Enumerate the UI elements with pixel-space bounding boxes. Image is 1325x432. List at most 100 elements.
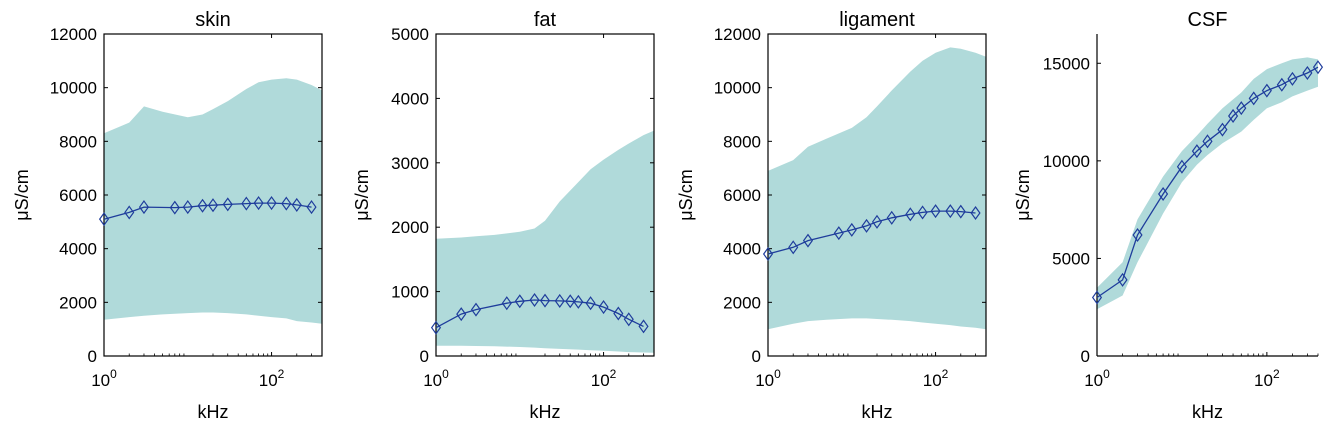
data-point — [253, 196, 264, 211]
data-point — [1236, 101, 1247, 116]
x-tick-base: 10 — [91, 371, 110, 390]
y-tick-label: 0 — [420, 347, 429, 366]
x-tick-exponent: 2 — [942, 367, 949, 381]
x-tick-base: 10 — [755, 371, 774, 390]
data-point — [98, 212, 110, 227]
y-tick-label: 2000 — [723, 293, 761, 312]
data-point — [1158, 186, 1169, 202]
data-point — [138, 200, 150, 215]
x-tick-label: 102 — [923, 367, 949, 390]
y-tick-label: 4000 — [391, 89, 429, 108]
x-tick-label: 102 — [591, 367, 617, 390]
data-point — [241, 196, 252, 211]
data-point — [1191, 144, 1202, 159]
x-tick-base: 10 — [1254, 371, 1273, 390]
y-tick-label: 10000 — [714, 79, 761, 98]
x-tick-exponent: 2 — [1273, 367, 1280, 381]
y-tick-label: 3000 — [391, 154, 429, 173]
data-point — [598, 300, 609, 315]
y-tick-label: 10000 — [50, 79, 97, 98]
x-tick-base: 10 — [259, 371, 278, 390]
data-point — [573, 294, 584, 309]
data-point — [1202, 134, 1213, 149]
data-point — [1312, 60, 1324, 75]
x-axis-label: kHz — [198, 402, 229, 422]
data-point — [1228, 108, 1239, 123]
data-point — [613, 306, 624, 321]
y-tick-label: 8000 — [723, 132, 761, 151]
data-point — [945, 204, 956, 219]
mean-line — [103, 202, 312, 220]
data-point — [169, 200, 180, 215]
data-point — [1217, 122, 1228, 137]
mean-line — [767, 210, 976, 255]
mean-line — [435, 299, 644, 329]
data-point — [970, 205, 981, 221]
data-point — [1132, 227, 1143, 243]
data-point — [1261, 83, 1272, 98]
x-tick-exponent: 0 — [774, 367, 781, 381]
data-point — [222, 197, 233, 212]
y-tick-label: 0 — [752, 347, 761, 366]
x-tick-exponent: 0 — [110, 367, 117, 381]
range-band — [436, 130, 654, 353]
y-tick-label: 0 — [88, 347, 97, 366]
x-tick-label: 102 — [259, 367, 285, 390]
data-point — [1117, 272, 1128, 287]
y-tick-label: 6000 — [723, 186, 761, 205]
data-point — [846, 222, 857, 237]
y-tick-label: 0 — [1081, 347, 1090, 366]
data-point — [281, 196, 292, 211]
data-point — [762, 247, 774, 262]
y-tick-label: 2000 — [391, 218, 429, 237]
y-tick-label: 4000 — [59, 240, 97, 259]
y-tick-label: 10000 — [1043, 152, 1090, 171]
mean-line — [1096, 66, 1319, 299]
data-point — [955, 204, 966, 219]
y-axis-label: μS/cm — [676, 169, 696, 220]
data-point — [266, 196, 277, 211]
data-point — [886, 210, 897, 225]
data-point — [291, 197, 302, 212]
data-point — [585, 296, 596, 311]
data-point — [1091, 290, 1103, 305]
x-tick-exponent: 0 — [1103, 367, 1110, 381]
data-point — [871, 214, 883, 229]
data-point — [565, 294, 576, 309]
y-axis-label: μS/cm — [352, 169, 372, 220]
chart-title: skin — [195, 9, 231, 31]
x-tick-label: 100 — [91, 367, 117, 390]
chart-title: fat — [534, 9, 557, 31]
chart-title: CSF — [1188, 9, 1228, 31]
y-tick-label: 8000 — [59, 132, 97, 151]
data-point — [930, 204, 941, 219]
chart-title: ligament — [839, 9, 915, 31]
data-point — [430, 320, 442, 335]
data-point — [1248, 91, 1259, 106]
data-point — [1276, 77, 1287, 92]
data-point — [833, 226, 844, 241]
data-point — [802, 233, 814, 248]
data-point — [182, 200, 193, 215]
data-point — [788, 240, 799, 255]
data-point — [1176, 159, 1187, 174]
y-tick-label: 5000 — [391, 25, 429, 44]
x-tick-label: 100 — [755, 367, 781, 390]
y-tick-label: 6000 — [59, 186, 97, 205]
x-tick-label: 100 — [1084, 367, 1110, 390]
x-tick-exponent: 0 — [442, 367, 449, 381]
range-band — [104, 78, 322, 324]
data-point — [638, 319, 649, 334]
x-tick-base: 10 — [923, 371, 942, 390]
x-axis-label: kHz — [862, 402, 893, 422]
data-point — [456, 307, 467, 322]
data-point — [623, 312, 634, 327]
y-axis-label: μS/cm — [1013, 169, 1033, 220]
data-point — [470, 302, 482, 317]
x-tick-base: 10 — [1084, 371, 1103, 390]
data-point — [207, 198, 219, 213]
